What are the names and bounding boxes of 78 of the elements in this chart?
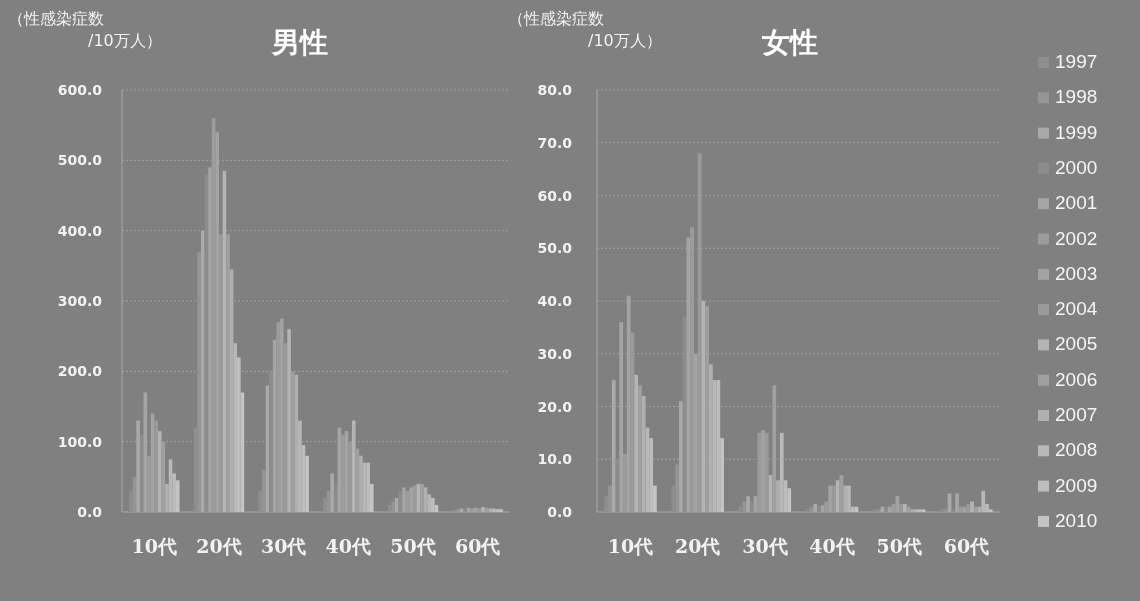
legend-label: 2010 [1055,509,1098,531]
bar [981,490,986,512]
bar [749,501,754,512]
bar [951,509,956,512]
bar [779,432,784,512]
bar [139,434,144,512]
y-tick-label: 40.0 [537,293,573,309]
legend-label: 2000 [1055,156,1098,178]
chart-title: 女性 [761,26,818,59]
bar [495,509,500,512]
y-tick-label: 0.0 [77,504,103,520]
legend-label: 2007 [1055,404,1098,425]
bar [634,374,639,512]
chart-title: 男性 [271,26,328,59]
y-tick-label: 10.0 [537,451,573,468]
legend-label: 2006 [1055,368,1098,390]
bar [157,431,162,512]
bar [431,497,435,512]
y-tick-label: 200.0 [57,363,103,380]
legend-label: 2009 [1055,474,1098,496]
x-tick-label: 60代 [454,535,501,557]
legend-label: 1997 [1055,51,1098,72]
y-tick-label: 20.0 [537,398,573,415]
bar [910,509,915,512]
bar [914,509,918,512]
bar [708,364,713,512]
x-tick-label: 10代 [607,535,654,557]
legend-label: 2001 [1055,192,1098,214]
y-tick-label: 600.0 [57,82,103,98]
bar [492,508,496,512]
y-tick-label: 50.0 [537,240,573,257]
y-tick-label: 0.0 [547,504,573,520]
x-tick-label: 40代 [809,535,855,557]
y-tick-label: 30.0 [537,345,573,362]
bar [351,420,356,512]
x-tick-label: 30代 [742,535,788,557]
bar [463,508,467,512]
y-tick-label: 70.0 [537,134,573,151]
bar [333,483,338,512]
bar [682,316,687,512]
bar [917,509,922,512]
y-tick-label: 60.0 [537,187,573,204]
bar [641,395,646,512]
y-tick-label: 300.0 [57,293,103,309]
legend-label: 2002 [1055,227,1098,249]
bar [921,509,926,512]
bar [294,374,299,512]
x-tick-label: 10代 [131,535,178,557]
legend-label: 2004 [1055,298,1098,320]
bar [835,480,840,512]
bar [701,301,706,512]
x-tick-label: 20代 [675,535,721,557]
legend-label: 2003 [1055,262,1098,284]
bar [488,508,493,512]
y-tick-label: 100.0 [57,433,103,450]
x-tick-label: 20代 [196,535,242,557]
y-axis-title: （性感染症数 /10万人） [8,9,162,50]
y-tick-label: 80.0 [537,82,573,98]
bar [843,485,848,512]
legend-label: 1998 [1055,86,1098,108]
legend-label: 2005 [1055,333,1098,355]
bar [716,380,721,512]
y-tick-label: 400.0 [57,222,103,239]
y-axis-title: （性感染症数 /10万人） [508,9,662,50]
legend-label: 2008 [1055,439,1098,461]
x-tick-label: 40代 [325,535,372,557]
bar [499,509,503,512]
bar [884,506,889,512]
bar [817,506,821,512]
bar [847,485,851,512]
bar [366,462,370,512]
x-tick-label: 50代 [390,535,436,557]
y-tick-label: 500.0 [57,152,103,169]
x-tick-label: 60代 [943,535,990,557]
bar [902,504,907,512]
x-tick-label: 50代 [876,535,922,557]
legend-label: 1999 [1055,121,1098,143]
x-tick-label: 30代 [260,535,307,557]
